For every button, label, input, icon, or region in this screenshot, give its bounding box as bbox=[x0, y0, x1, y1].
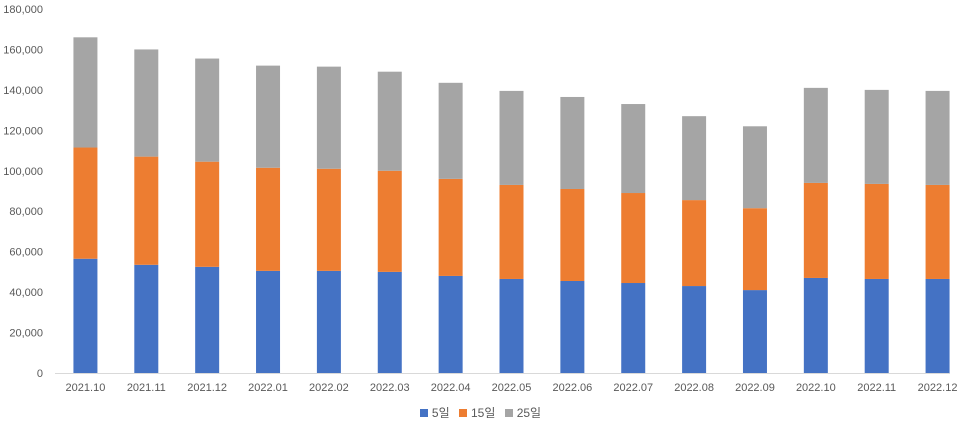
bar-segment-2 bbox=[316, 168, 341, 271]
x-tick-label: 2022.08 bbox=[674, 382, 714, 394]
x-tick-label: 2022.07 bbox=[613, 382, 653, 394]
y-tick-label: 80,000 bbox=[9, 206, 43, 218]
bar-segment-3 bbox=[377, 71, 402, 171]
bar-segment-3 bbox=[682, 116, 707, 201]
bar-segment-3 bbox=[438, 82, 463, 179]
x-tick-label: 2022.11 bbox=[857, 382, 896, 394]
bar-segment-2 bbox=[499, 184, 524, 279]
bar-segment-1 bbox=[256, 270, 281, 373]
legend-label-15: 15일 bbox=[470, 406, 496, 420]
bar-segment-1 bbox=[803, 277, 828, 373]
bars bbox=[73, 37, 950, 373]
bar-segment-3 bbox=[925, 90, 950, 185]
y-tick-label: 120,000 bbox=[3, 125, 43, 137]
x-tick-label: 2021.12 bbox=[187, 382, 227, 394]
bar-segment-2 bbox=[438, 178, 463, 276]
bar-segment-1 bbox=[316, 270, 341, 373]
legend-item-5: 5일 bbox=[419, 404, 450, 421]
y-tick-label: 0 bbox=[37, 368, 43, 380]
x-tick-label: 2022.02 bbox=[309, 382, 349, 394]
x-tick-label: 2022.10 bbox=[796, 382, 836, 394]
y-tick-label: 160,000 bbox=[3, 44, 43, 56]
bar-segment-2 bbox=[560, 188, 585, 281]
x-tick-label: 2021.11 bbox=[127, 382, 166, 394]
bar-segment-3 bbox=[499, 90, 524, 185]
bar-segment-2 bbox=[621, 193, 646, 284]
bar-segment-1 bbox=[560, 280, 585, 373]
x-axis: 2021.10 2021.11 2021.12 2022.01 2022.02 2022.… bbox=[66, 382, 958, 394]
bar-segment-2 bbox=[864, 183, 889, 279]
bar-segment-3 bbox=[73, 37, 98, 148]
bar-segment-1 bbox=[377, 271, 402, 373]
x-tick-label: 2022.06 bbox=[552, 382, 592, 394]
bar-segment-3 bbox=[560, 96, 585, 189]
bar-segment-3 bbox=[803, 87, 828, 183]
bar-segment-3 bbox=[195, 58, 220, 162]
legend-item-25: 25일 bbox=[504, 404, 542, 421]
bar-segment-2 bbox=[925, 184, 950, 279]
bar-segment-2 bbox=[195, 161, 220, 267]
legend-label-5: 5일 bbox=[431, 406, 450, 420]
bar-segment-1 bbox=[621, 283, 646, 373]
bar-segment-3 bbox=[256, 65, 281, 168]
bar-segment-3 bbox=[864, 89, 889, 184]
y-tick-label: 20,000 bbox=[9, 328, 43, 340]
y-tick-label: 40,000 bbox=[9, 287, 43, 299]
bar-segment-2 bbox=[742, 208, 767, 291]
y-tick-label: 100,000 bbox=[3, 166, 43, 178]
bar-segment-1 bbox=[742, 290, 767, 373]
x-tick-label: 2022.05 bbox=[492, 382, 532, 394]
bar-segment-1 bbox=[195, 266, 220, 373]
legend: 5일 15일 25일 bbox=[0, 404, 961, 421]
bar-segment-1 bbox=[438, 275, 463, 373]
bar-segment-1 bbox=[925, 278, 950, 373]
legend-swatch-15 bbox=[458, 408, 467, 417]
bar-segment-1 bbox=[864, 278, 889, 373]
bar-segment-1 bbox=[73, 258, 98, 373]
bar-segment-2 bbox=[134, 156, 159, 265]
y-axis: 0 20,000 40,000 60,000 80,000 100,000 120,000 1… bbox=[3, 4, 43, 380]
y-tick-label: 180,000 bbox=[3, 4, 43, 16]
bar-segment-2 bbox=[803, 182, 828, 278]
x-tick-label: 2022.09 bbox=[735, 382, 775, 394]
bar-segment-2 bbox=[682, 200, 707, 287]
x-tick-label: 2022.04 bbox=[431, 382, 471, 394]
x-tick-label: 2022.01 bbox=[248, 382, 288, 394]
bar-segment-3 bbox=[134, 49, 159, 157]
bar-segment-1 bbox=[134, 264, 159, 373]
bar-segment-1 bbox=[499, 278, 524, 373]
x-tick-label: 2021.10 bbox=[66, 382, 106, 394]
bar-segment-2 bbox=[256, 167, 281, 271]
legend-swatch-5 bbox=[419, 408, 428, 417]
bar-segment-2 bbox=[73, 147, 98, 259]
y-tick-label: 140,000 bbox=[3, 85, 43, 97]
x-tick-label: 2022.03 bbox=[370, 382, 410, 394]
bar-segment-3 bbox=[621, 104, 646, 194]
legend-item-15: 15일 bbox=[458, 404, 496, 421]
bar-segment-3 bbox=[742, 126, 767, 209]
legend-swatch-25 bbox=[504, 408, 513, 417]
y-tick-label: 60,000 bbox=[9, 247, 43, 259]
x-tick-label: 2022.12 bbox=[918, 382, 958, 394]
bar-segment-3 bbox=[316, 66, 341, 169]
bar-segment-2 bbox=[377, 170, 402, 272]
bar-segment-1 bbox=[682, 286, 707, 373]
legend-label-25: 25일 bbox=[516, 406, 542, 420]
